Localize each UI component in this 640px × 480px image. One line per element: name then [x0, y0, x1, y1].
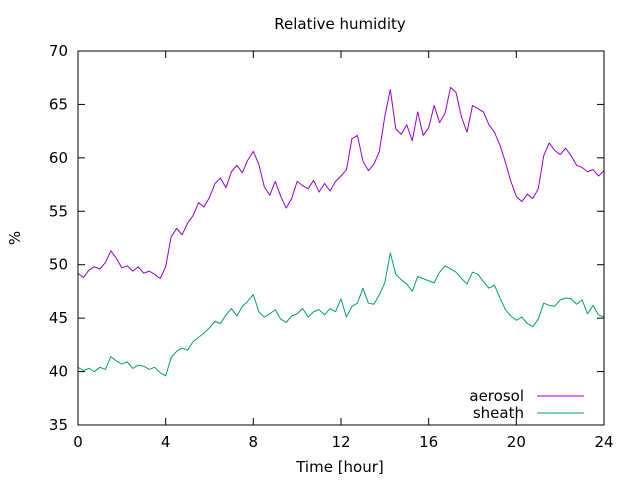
x-tick-label: 16 [419, 433, 438, 451]
x-tick-label: 4 [161, 433, 171, 451]
y-tick-label: 50 [49, 256, 68, 274]
plot-frame [77, 50, 605, 426]
x-tick-label: 20 [507, 433, 526, 451]
x-axis-label: Time [hour] [295, 458, 384, 476]
x-tick-label: 12 [331, 433, 350, 451]
x-axis-ticks: 0 4 8 12 16 20 24 [73, 51, 614, 451]
x-tick-label: 8 [249, 433, 259, 451]
legend-label-aerosol: aerosol [469, 387, 524, 405]
y-tick-label: 60 [49, 149, 68, 167]
y-axis-ticks: 35 40 45 50 55 60 65 70 [49, 42, 604, 434]
y-axis-label: % [6, 231, 24, 245]
series-layer [77, 86, 605, 377]
y-tick-label: 65 [49, 95, 68, 113]
series-line-aerosol [77, 86, 605, 280]
y-tick-label: 70 [49, 42, 68, 60]
y-tick-label: 35 [49, 416, 68, 434]
y-tick-label: 45 [49, 309, 68, 327]
x-tick-label: 0 [73, 433, 83, 451]
series-line-sheath [77, 252, 605, 377]
x-tick-label: 24 [594, 433, 613, 451]
y-tick-label: 40 [49, 363, 68, 381]
legend-label-sheath: sheath [473, 404, 524, 422]
y-tick-label: 55 [49, 202, 68, 220]
chart-title: Relative humidity [274, 15, 406, 33]
